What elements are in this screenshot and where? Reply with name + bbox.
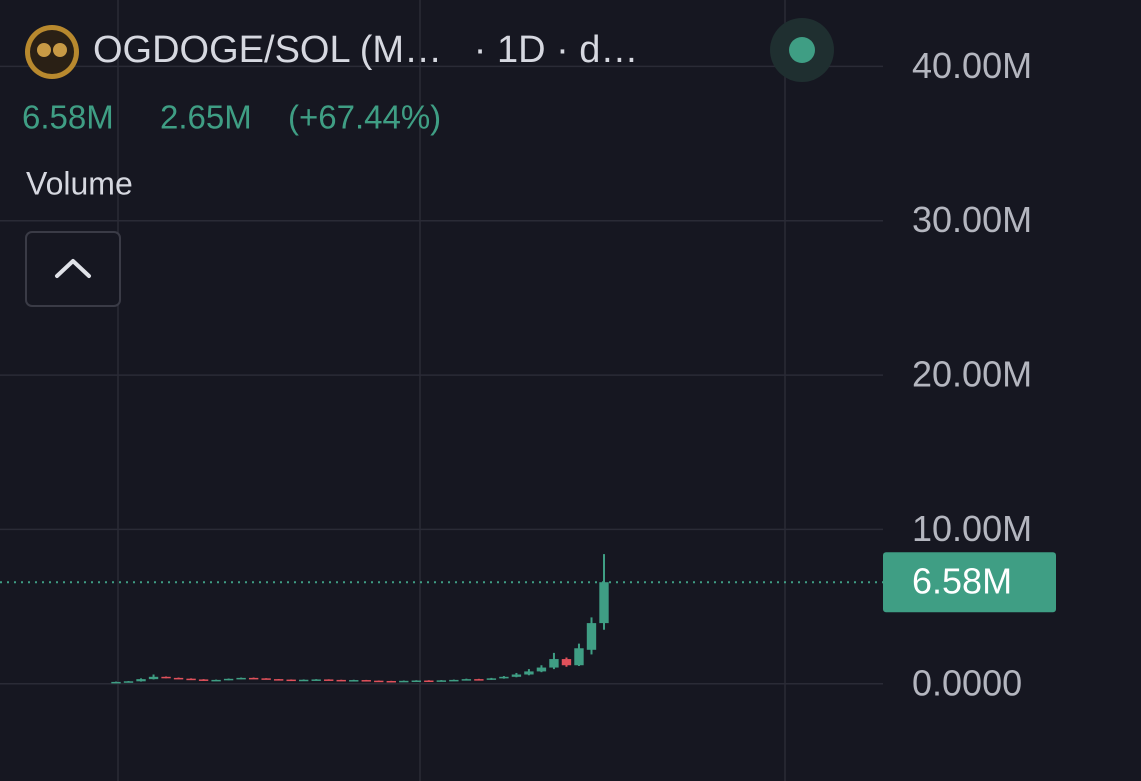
candle-body [198, 679, 209, 681]
candle-body [436, 680, 447, 682]
last-price: 6.58M [22, 99, 114, 136]
candle-body [261, 678, 271, 680]
grid [0, 65, 883, 685]
candle-body [311, 679, 321, 681]
button-frame[interactable] [25, 231, 121, 307]
candle-body [486, 678, 497, 680]
candle-body [161, 676, 171, 679]
candle-body [574, 648, 584, 666]
candle-body [349, 680, 359, 682]
candle-body [411, 680, 421, 683]
logo [25, 25, 79, 79]
candle-body [449, 679, 459, 682]
chevron-up[interactable] [55, 259, 91, 278]
candle-body [111, 681, 121, 684]
chart-title: OGDOGE/SOL (M… · 1D · d… [93, 29, 638, 71]
candle-body [236, 677, 246, 680]
candle-body [173, 677, 184, 680]
y-tick-label: 40.00M [912, 45, 1032, 86]
candle-body [123, 681, 134, 683]
change-pct: (+67.44%) [288, 99, 441, 136]
y-tick-label: 20.00M [912, 354, 1032, 395]
candle-body [511, 674, 522, 677]
candle-body [136, 679, 146, 682]
candle-body [599, 582, 609, 624]
candle-body [324, 679, 334, 681]
candle-body [148, 676, 159, 680]
candle-body [461, 679, 472, 681]
candle-body [374, 680, 384, 683]
status-dot [789, 37, 815, 63]
y-tick-label: 10.00M [912, 508, 1032, 549]
candle-body [361, 680, 371, 682]
logo-face [30, 30, 74, 74]
change: 2.65M [160, 99, 252, 136]
y-tick-label: 30.00M [912, 199, 1032, 240]
collapse-button[interactable] [25, 231, 121, 307]
logo-dog [53, 43, 67, 57]
candle-body [524, 671, 534, 675]
candle-body [536, 667, 547, 672]
candle-body [549, 659, 559, 668]
logo-dog [37, 43, 51, 57]
candle-body [223, 678, 234, 681]
y-axis: 0.0000 10.00M 20.00M 30.00M 40.00M 6.58M [883, 45, 1056, 703]
candle-body [474, 679, 484, 681]
candle-body [499, 676, 509, 679]
indicator-label: Volume [26, 165, 133, 201]
candle-body [211, 679, 221, 682]
candle-body [399, 680, 409, 683]
y-tick-label: 0.0000 [912, 662, 1022, 703]
last-price-badge [883, 552, 1056, 613]
plot [0, 554, 883, 684]
candle-body [586, 623, 597, 650]
candle-body [248, 677, 259, 680]
candle-body [299, 679, 309, 682]
candle-body [561, 659, 572, 666]
candle-body [424, 680, 434, 683]
last-price-badge-label: 6.58M [912, 561, 1012, 602]
candle-body [286, 679, 296, 682]
candle-body [186, 678, 196, 681]
candle-body [386, 680, 396, 683]
candle-body [336, 679, 346, 682]
candle-body [273, 679, 284, 681]
